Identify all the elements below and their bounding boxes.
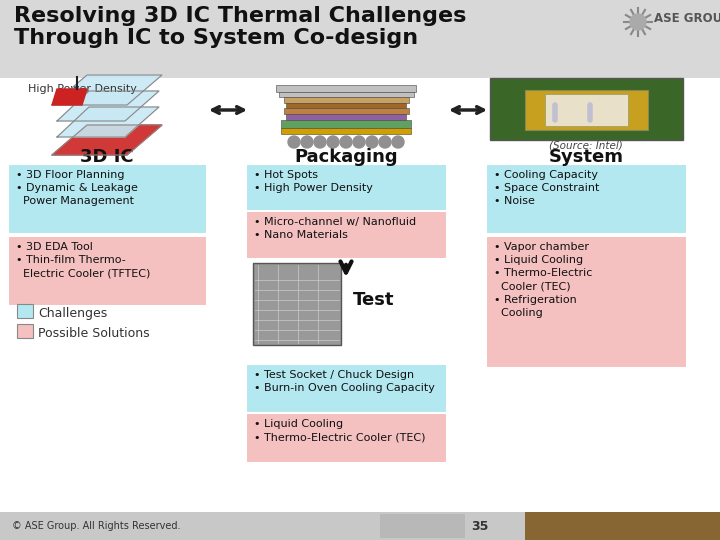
Text: 35: 35 [472, 519, 489, 532]
FancyBboxPatch shape [246, 164, 447, 212]
Text: Challenges: Challenges [38, 307, 107, 320]
FancyBboxPatch shape [246, 413, 447, 463]
Text: System: System [549, 148, 624, 166]
FancyBboxPatch shape [380, 514, 465, 538]
FancyBboxPatch shape [279, 92, 414, 97]
Circle shape [392, 136, 404, 148]
Text: • Test Socket / Chuck Design
• Burn-in Oven Cooling Capacity: • Test Socket / Chuck Design • Burn-in O… [254, 370, 435, 393]
FancyBboxPatch shape [286, 114, 406, 120]
FancyBboxPatch shape [284, 97, 409, 103]
Circle shape [340, 136, 352, 148]
Text: • 3D Floor Planning
• Dynamic & Leakage
  Power Management: • 3D Floor Planning • Dynamic & Leakage … [16, 170, 138, 206]
FancyBboxPatch shape [545, 94, 628, 126]
Text: Resolving 3D IC Thermal Challenges: Resolving 3D IC Thermal Challenges [14, 6, 467, 26]
Text: 3D IC: 3D IC [80, 148, 134, 166]
FancyBboxPatch shape [17, 304, 33, 318]
Text: Through IC to System Co-design: Through IC to System Co-design [14, 28, 418, 48]
Text: Possible Solutions: Possible Solutions [38, 327, 150, 340]
Circle shape [379, 136, 391, 148]
Text: • Liquid Cooling
• Thermo-Electric Cooler (TEC): • Liquid Cooling • Thermo-Electric Coole… [254, 419, 426, 442]
Text: • 3D EDA Tool
• Thin-film Thermo-
  Electric Cooler (TFTEC): • 3D EDA Tool • Thin-film Thermo- Electr… [16, 242, 150, 279]
FancyBboxPatch shape [281, 120, 411, 128]
FancyBboxPatch shape [17, 324, 33, 338]
FancyBboxPatch shape [276, 85, 416, 92]
Circle shape [366, 136, 378, 148]
FancyBboxPatch shape [0, 0, 720, 78]
Text: ASE GROUP: ASE GROUP [654, 12, 720, 25]
FancyBboxPatch shape [246, 364, 447, 414]
Circle shape [327, 136, 339, 148]
Text: High Power Density: High Power Density [28, 84, 137, 94]
Circle shape [288, 136, 300, 148]
Text: (Source: Intel): (Source: Intel) [549, 140, 623, 150]
FancyBboxPatch shape [486, 236, 687, 368]
Text: Packaging: Packaging [294, 148, 398, 166]
Text: • Micro-channel w/ Nanofluid
• Nano Materials: • Micro-channel w/ Nanofluid • Nano Mate… [254, 217, 416, 240]
FancyBboxPatch shape [490, 78, 683, 140]
Text: • Hot Spots
• High Power Density: • Hot Spots • High Power Density [254, 170, 373, 193]
Text: • Cooling Capacity
• Space Constraint
• Noise: • Cooling Capacity • Space Constraint • … [494, 170, 599, 206]
FancyBboxPatch shape [8, 236, 207, 306]
Text: • Vapor chamber
• Liquid Cooling
• Thermo-Electric
  Cooler (TEC)
• Refrigeratio: • Vapor chamber • Liquid Cooling • Therm… [494, 242, 593, 318]
Text: Test: Test [353, 291, 395, 309]
Circle shape [630, 14, 646, 30]
Polygon shape [52, 125, 162, 155]
FancyBboxPatch shape [8, 164, 207, 234]
FancyBboxPatch shape [253, 263, 341, 345]
Circle shape [353, 136, 365, 148]
FancyBboxPatch shape [246, 211, 447, 259]
Polygon shape [57, 107, 159, 137]
FancyBboxPatch shape [525, 90, 648, 130]
FancyBboxPatch shape [284, 108, 409, 114]
FancyBboxPatch shape [286, 103, 406, 108]
FancyBboxPatch shape [486, 164, 687, 234]
FancyBboxPatch shape [0, 512, 720, 540]
Polygon shape [52, 75, 162, 105]
Polygon shape [57, 91, 159, 121]
FancyBboxPatch shape [525, 512, 720, 540]
FancyBboxPatch shape [281, 128, 411, 134]
Circle shape [301, 136, 313, 148]
Polygon shape [52, 89, 87, 105]
Circle shape [314, 136, 326, 148]
Text: © ASE Group. All Rights Reserved.: © ASE Group. All Rights Reserved. [12, 521, 181, 531]
